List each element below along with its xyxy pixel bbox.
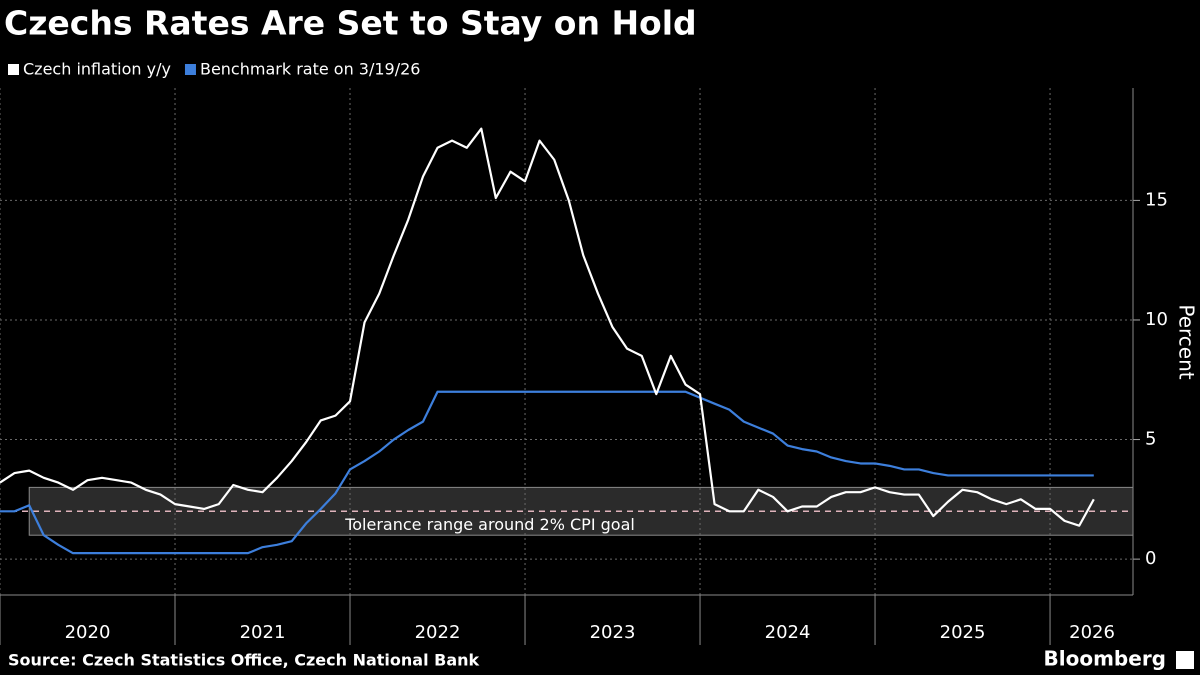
y-tick-label: 0 <box>1145 548 1156 569</box>
logo-icon <box>1176 651 1194 669</box>
logo: Bloomberg <box>1044 647 1166 671</box>
x-tick-label: 2022 <box>415 622 461 643</box>
chart-title: Czechs Rates Are Set to Stay on Hold <box>4 4 697 43</box>
x-tick-label: 2020 <box>65 622 111 643</box>
series-line <box>0 390 1094 555</box>
y-tick-label: 10 <box>1145 309 1168 330</box>
x-tick-label: 2023 <box>590 622 636 643</box>
series-line <box>0 127 1095 527</box>
band-label: Tolerance range around 2% CPI goal <box>344 515 635 534</box>
x-tick-label: 2024 <box>765 622 811 643</box>
x-tick-label: 2026 <box>1069 622 1115 643</box>
y-axis-label: Percent <box>1175 304 1199 379</box>
legend-label: Benchmark rate on 3/19/26 <box>200 60 421 79</box>
y-tick-label: 5 <box>1145 429 1156 450</box>
y-tick-label: 15 <box>1145 189 1168 210</box>
x-tick-label: 2021 <box>240 622 286 643</box>
legend-label: Czech inflation y/y <box>23 60 171 79</box>
x-tick-label: 2025 <box>940 622 986 643</box>
legend-swatch <box>184 64 196 75</box>
source: Source: Czech Statistics Office, Czech N… <box>8 651 480 670</box>
legend-swatch <box>8 64 19 75</box>
